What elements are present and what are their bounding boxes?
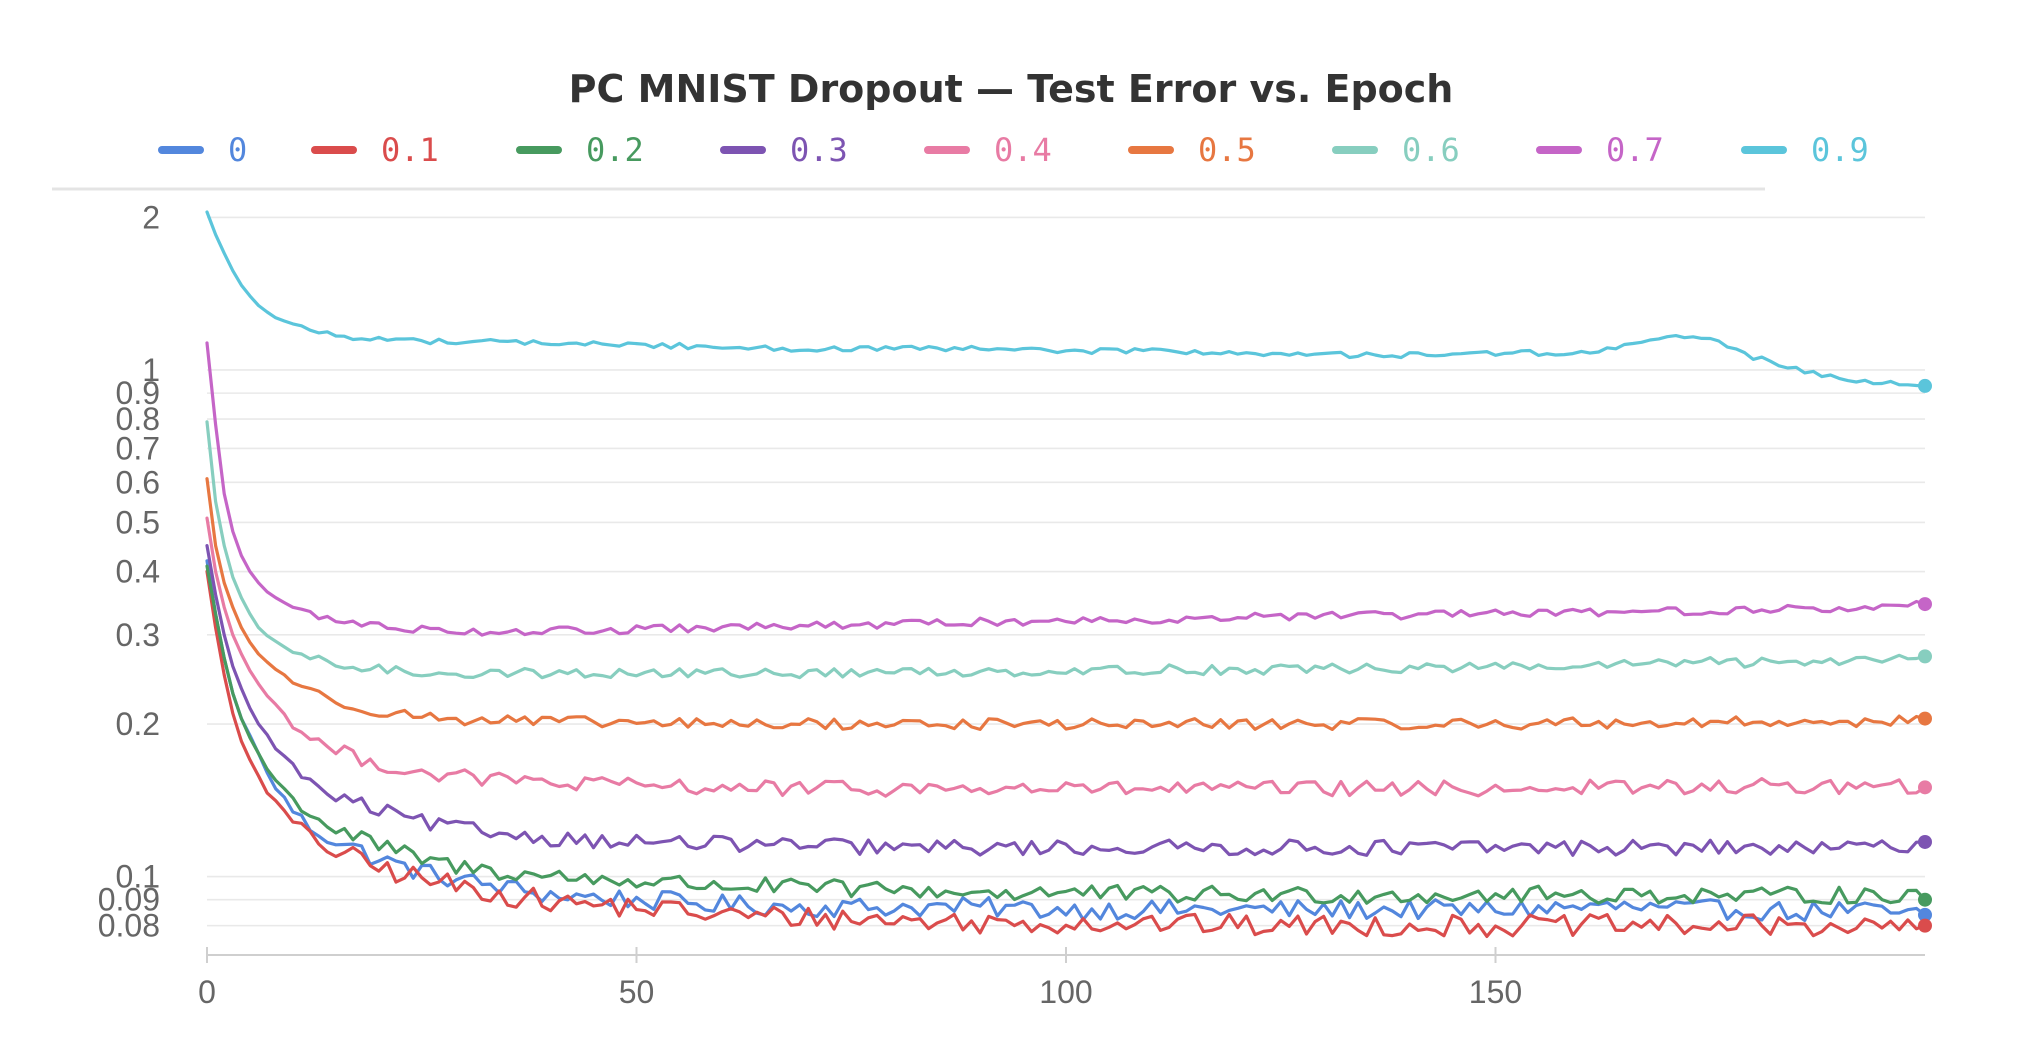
x-tick-label: 50	[619, 974, 655, 1010]
y-tick-label: 0.08	[98, 908, 160, 944]
series-line-0.7	[205, 341, 1927, 637]
y-tick-label: 0.09	[98, 882, 160, 918]
y-tick-label: 0.6	[116, 464, 160, 500]
legend-item-0.6[interactable]: 0.6	[1332, 131, 1460, 169]
legend-item-0.3[interactable]: 0.3	[720, 131, 848, 169]
x-tick-label: 0	[198, 974, 216, 1010]
series-line-0.1	[205, 569, 1927, 938]
series-end-marker-0	[1918, 907, 1932, 922]
series-line-0	[205, 559, 1927, 923]
y-tick-label: 0.3	[116, 617, 160, 653]
y-tick-label: 0.1	[116, 859, 160, 895]
legend-item-0[interactable]: 0	[158, 131, 247, 169]
legend-label: 0.3	[790, 131, 848, 169]
y-tick-label: 0.7	[116, 430, 160, 466]
series-line-0.6	[205, 420, 1927, 680]
legend[interactable]: 0 0.1 0.2 0.3 0.4 0.5 0.6 0.7 0.9	[158, 131, 1869, 169]
series-end-marker-0.5	[1918, 711, 1932, 726]
legend-item-0.4[interactable]: 0.4	[924, 131, 1052, 169]
series-end-marker-0.7	[1918, 597, 1932, 612]
y-tick-label: 0.8	[116, 401, 160, 437]
legend-label: 0.9	[1811, 131, 1869, 169]
series-line-0.4	[205, 516, 1927, 798]
legend-item-0.2[interactable]: 0.2	[516, 131, 644, 169]
series-line-0.3	[205, 544, 1927, 857]
series-end-marker-0.3	[1918, 834, 1932, 849]
legend-item-0.1[interactable]: 0.1	[311, 131, 439, 169]
y-tick-label: 0.2	[116, 706, 160, 742]
y-tick-label: 1	[142, 352, 160, 388]
legend-label: 0.1	[381, 131, 439, 169]
legend-label: 0.5	[1198, 131, 1256, 169]
x-axis: 0 50 100 150	[198, 947, 1522, 1010]
legend-label: 0.2	[586, 131, 644, 169]
series-end-marker-0.9	[1918, 378, 1932, 393]
series-end-marker-0.1	[1918, 918, 1932, 933]
series-line-0.2	[205, 564, 1927, 905]
y-tick-label: 0.4	[116, 554, 160, 590]
chart-title: PC MNIST Dropout — Test Error vs. Epoch	[569, 67, 1454, 111]
y-axis: 2 10.90.80.70.6 0.5 0.4 0.3 0.2 0.10.090.08	[98, 199, 160, 943]
legend-item-0.5[interactable]: 0.5	[1128, 131, 1256, 169]
series-end-marker-0.2	[1918, 892, 1932, 907]
legend-label: 0.4	[994, 131, 1052, 169]
legend-label: 0	[228, 131, 247, 169]
series-line-0.5	[205, 477, 1927, 731]
series-line-0.9	[205, 210, 1927, 388]
y-tick-label: 0.9	[116, 375, 160, 411]
legend-item-0.7[interactable]: 0.7	[1536, 131, 1664, 169]
legend-item-0.9[interactable]: 0.9	[1741, 131, 1869, 169]
legend-label: 0.6	[1402, 131, 1460, 169]
series-end-marker-0.4	[1918, 780, 1932, 795]
legend-label: 0.7	[1606, 131, 1664, 169]
x-tick-label: 100	[1039, 974, 1092, 1010]
x-tick-label: 150	[1469, 974, 1522, 1010]
y-tick-label: 2	[142, 199, 160, 235]
series-end-marker-0.6	[1918, 649, 1932, 664]
y-tick-label: 0.5	[116, 504, 160, 540]
plot-area	[205, 210, 1932, 938]
